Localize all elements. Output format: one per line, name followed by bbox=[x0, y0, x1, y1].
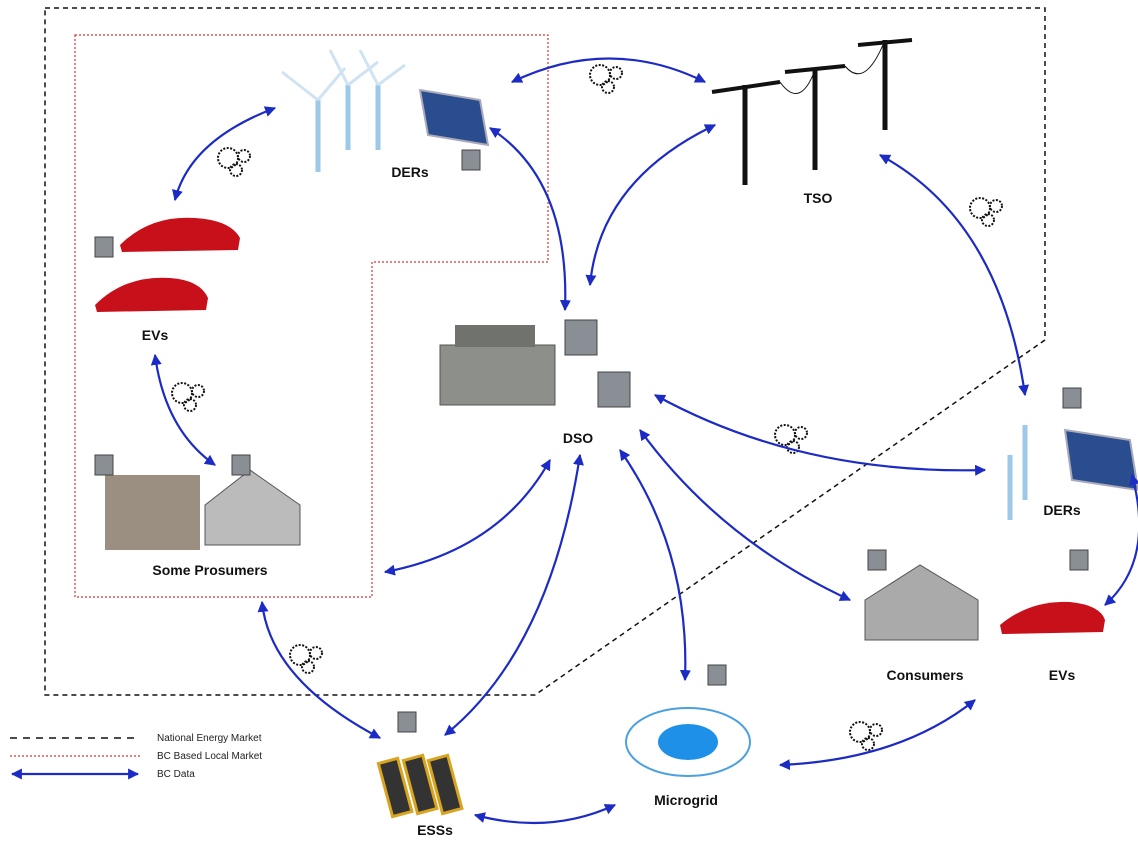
dso-icon bbox=[440, 320, 630, 407]
node-label: Some Prosumers bbox=[152, 562, 267, 578]
node-label: DERs bbox=[1043, 502, 1081, 518]
ev-icon bbox=[1000, 602, 1105, 634]
node-label: EVs bbox=[142, 327, 169, 343]
consumer-icon bbox=[865, 565, 978, 640]
bc-data-links bbox=[155, 59, 1138, 824]
der-icon bbox=[282, 50, 488, 172]
prosumer-icon bbox=[105, 470, 300, 550]
ev-icon bbox=[95, 218, 240, 312]
legend: National Energy Market BC Based Local Ma… bbox=[10, 733, 262, 780]
legend-label: National Energy Market bbox=[157, 733, 262, 744]
ess-icon bbox=[378, 755, 462, 816]
legend-label: BC Based Local Market bbox=[157, 751, 262, 762]
node-label: Consumers bbox=[886, 667, 963, 683]
node-label: DSO bbox=[563, 430, 593, 446]
node-label: EVs bbox=[1049, 667, 1076, 683]
legend-label: BC Data bbox=[157, 769, 195, 780]
node-label: DERs bbox=[391, 164, 429, 180]
node-label: ESSs bbox=[417, 822, 453, 838]
gears bbox=[172, 65, 1002, 750]
microgrid-icon bbox=[626, 708, 750, 776]
tso-icon bbox=[712, 40, 912, 185]
node-label: TSO bbox=[804, 190, 833, 206]
diagram: DERs TSO EVs DSO Some Prosumers ESSs Mic… bbox=[0, 0, 1138, 844]
node-label: Microgrid bbox=[654, 792, 718, 808]
